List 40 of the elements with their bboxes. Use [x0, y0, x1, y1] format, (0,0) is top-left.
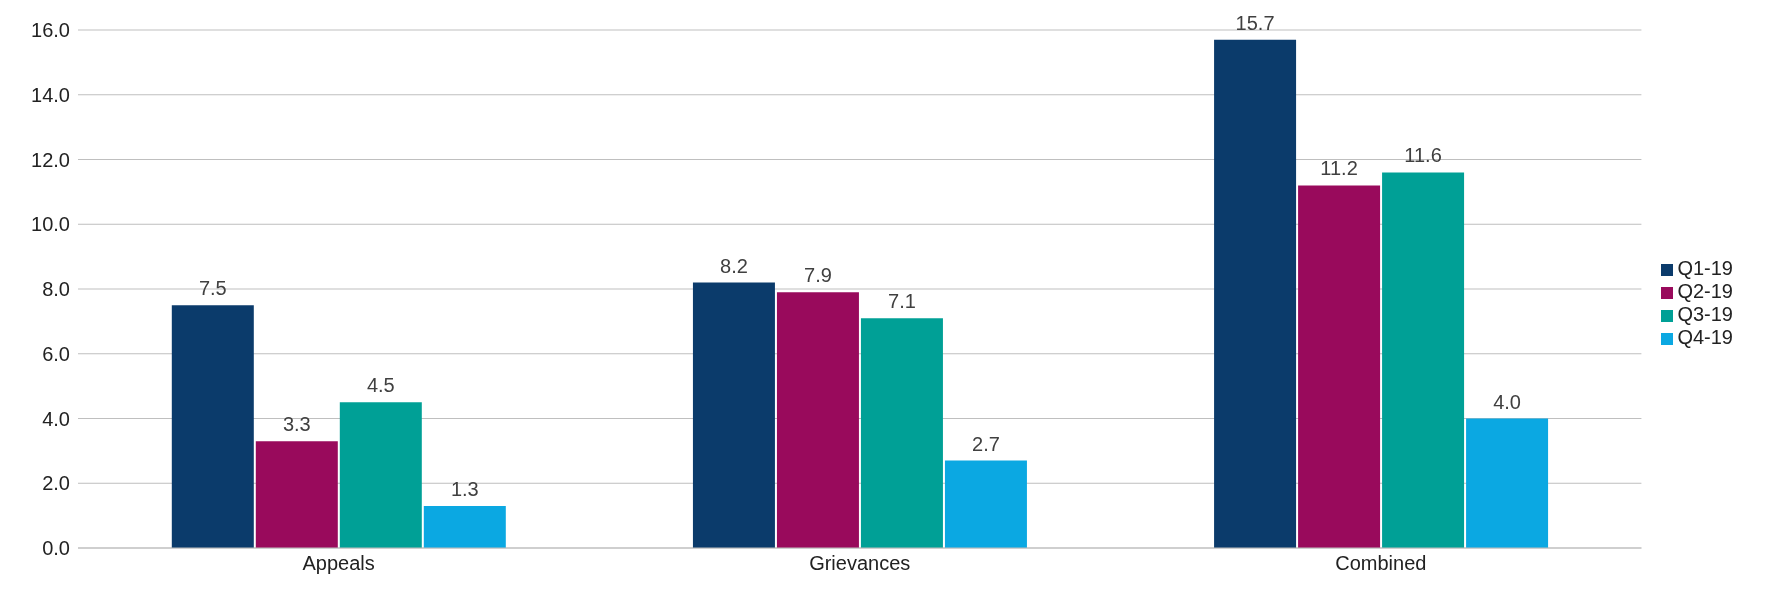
- data-label: 4.5: [366, 374, 395, 397]
- y-tick-label: 0.0: [42, 537, 70, 560]
- bar: [1382, 172, 1465, 548]
- data-label: 3.3: [282, 413, 311, 436]
- bar: [423, 505, 506, 548]
- bar: [1466, 418, 1549, 548]
- data-label: 2.7: [972, 432, 1000, 455]
- bar: [944, 460, 1027, 548]
- y-tick-label: 16.0: [31, 19, 70, 42]
- y-tick-label: 2.0: [42, 472, 70, 495]
- x-tick-label: Grievances: [809, 552, 911, 575]
- bar: [1298, 185, 1381, 548]
- bar: [692, 282, 775, 548]
- data-label: 7.1: [888, 290, 916, 313]
- y-tick-label: 14.0: [31, 83, 70, 106]
- data-label: 15.7: [1235, 11, 1275, 34]
- x-tick-label: Combined: [1335, 552, 1427, 575]
- x-tick-label: Appeals: [302, 552, 375, 575]
- y-tick-label: 8.0: [42, 278, 70, 301]
- bar: [255, 441, 338, 548]
- data-label: 7.9: [804, 264, 832, 287]
- data-label: 11.2: [1320, 157, 1358, 180]
- y-tick-label: 6.0: [42, 342, 70, 365]
- bar: [1214, 39, 1297, 548]
- legend-label: Q3-19: [1677, 303, 1733, 325]
- legend-label: Q2-19: [1677, 280, 1733, 302]
- bar: [860, 318, 943, 548]
- data-label: 8.2: [720, 254, 748, 277]
- y-tick-label: 10.0: [31, 213, 70, 236]
- y-tick-label: 12.0: [31, 148, 70, 171]
- data-label: 7.5: [198, 277, 227, 300]
- legend-label: Q1-19: [1677, 257, 1733, 279]
- y-tick-label: 4.0: [42, 407, 70, 430]
- data-label: 4.0: [1493, 390, 1521, 413]
- bar: [776, 292, 859, 548]
- bar: [339, 402, 422, 548]
- data-label: 11.6: [1404, 144, 1442, 167]
- data-label: 1.3: [450, 477, 479, 500]
- legend-label: Q4-19: [1677, 326, 1733, 348]
- bar: [171, 305, 254, 548]
